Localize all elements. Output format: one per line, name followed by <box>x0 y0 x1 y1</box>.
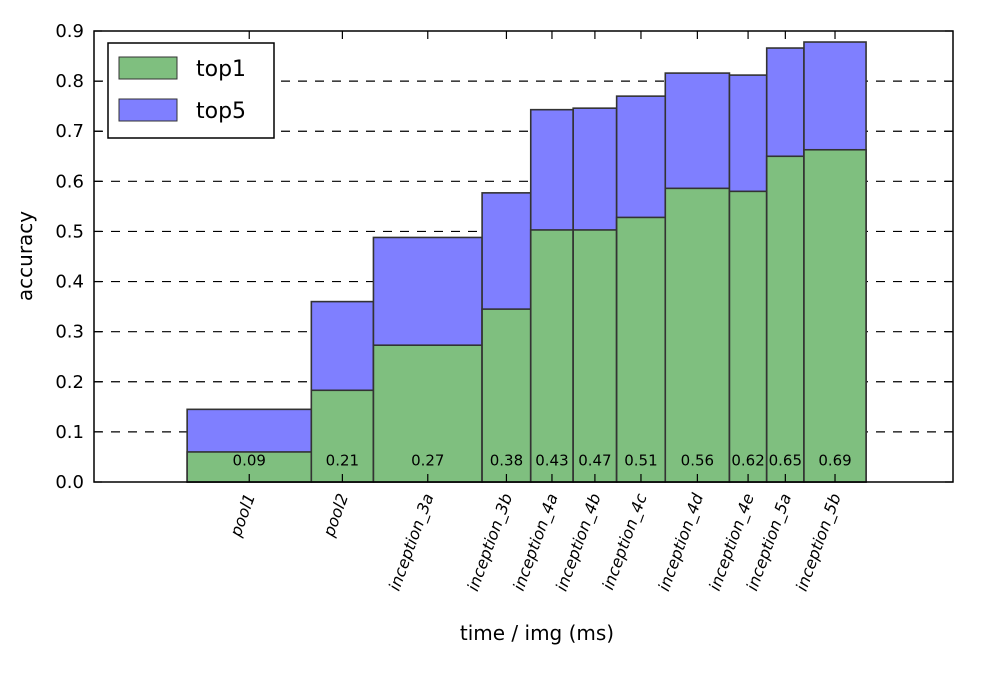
time-label: 0.38 <box>490 451 523 469</box>
time-label: 0.21 <box>326 451 359 469</box>
y-tick-label: 0.7 <box>55 121 84 142</box>
x-tick-label-inception_4c: inception_4c <box>598 491 651 593</box>
time-label: 0.47 <box>578 451 611 469</box>
bar-top1-inception_3a <box>372 344 483 483</box>
y-tick-label: 0.3 <box>55 322 84 343</box>
bar-top1-inception_5b <box>803 148 867 483</box>
y-tick-label: 0.0 <box>55 472 84 493</box>
x-tick-label-inception_5b: inception_5b <box>792 491 846 594</box>
x-tick-label-inception_3b: inception_3b <box>463 491 517 594</box>
x-tick-label-pool1: pool1 <box>226 491 259 540</box>
time-label: 0.51 <box>624 451 657 469</box>
x-tick-label-pool2: pool2 <box>319 491 352 540</box>
x-tick-label-inception_4b: inception_4b <box>552 491 606 594</box>
x-tick-label-inception_4d: inception_4d <box>654 490 708 594</box>
y-axis-title: accuracy <box>13 211 37 301</box>
y-tick-label: 0.9 <box>55 21 84 42</box>
x-tick-label-inception_3a: inception_3a <box>385 491 439 594</box>
time-label: 0.27 <box>411 451 444 469</box>
time-label: 0.09 <box>233 451 266 469</box>
legend-swatch-top5 <box>118 98 178 122</box>
y-tick-label: 0.4 <box>55 272 84 293</box>
time-label: 0.56 <box>681 451 714 469</box>
legend-swatch-top1 <box>118 56 178 80</box>
plot-frame <box>93 30 954 483</box>
bar-top1-inception_4e <box>728 190 768 483</box>
legend: top1 top5 <box>107 42 275 139</box>
y-tick-label: 0.2 <box>55 372 84 393</box>
bar-top1-inception_5a <box>765 155 805 483</box>
bar-top1-inception_4c <box>615 216 667 483</box>
legend-label-top5: top5 <box>196 99 246 124</box>
y-tick-label: 0.1 <box>55 422 84 443</box>
y-tick-label: 0.8 <box>55 71 84 92</box>
time-label: 0.62 <box>731 451 764 469</box>
legend-label-top1: top1 <box>196 57 246 82</box>
data-labels-layer: 0.09 0.21 0.27 0.38 0.43 0.47 0.51 0.56 0.62 0.65… <box>233 451 852 469</box>
time-label: 0.43 <box>535 451 568 469</box>
bar-top1-inception_3b <box>481 308 532 483</box>
y-tick-label: 0.6 <box>55 171 84 192</box>
legend-box <box>107 42 275 139</box>
bar-top1-inception_4a <box>529 229 574 483</box>
y-tick-label: 0.5 <box>55 221 84 242</box>
bar-top1-inception_4d <box>664 187 731 483</box>
time-label: 0.65 <box>769 451 802 469</box>
time-label: 0.69 <box>818 451 851 469</box>
x-axis-title: time / img (ms) <box>460 621 614 645</box>
bars-layer <box>186 41 867 483</box>
bar-top1-inception_4b <box>572 229 618 483</box>
